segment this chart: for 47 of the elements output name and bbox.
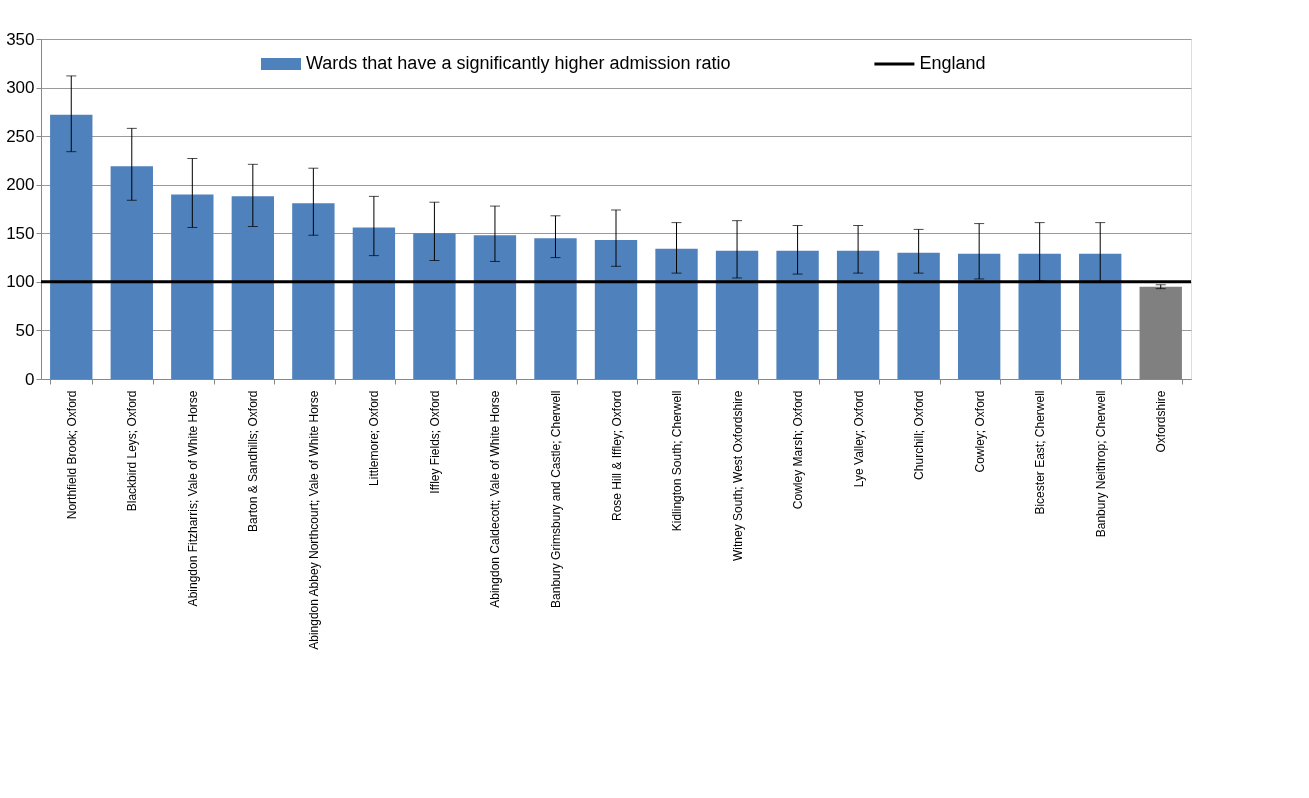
y-tick-label: 300 — [6, 78, 35, 98]
x-tick-label: Kidlington South; Cherwell — [670, 390, 685, 532]
bar — [171, 194, 214, 379]
x-tick-label: Northfield Brook; Oxford — [64, 390, 79, 520]
bar — [594, 240, 638, 379]
legend-label: Wards that have a significantly higher admission ratio — [306, 53, 731, 73]
x-tick-label: Banbury Neithrop; Cherwell — [1093, 390, 1108, 538]
x-tick-label: Abingdon Caldecott; Vale of White Horse — [488, 390, 503, 608]
bar — [1079, 253, 1122, 379]
x-tick-label: Lye Valley; Oxford — [851, 390, 866, 488]
legend-label: England — [919, 53, 986, 73]
bar — [1018, 253, 1061, 379]
bar — [352, 227, 396, 379]
x-tick-label: Oxfordshire — [1154, 390, 1169, 453]
bar — [292, 203, 335, 379]
y-tick-label: 0 — [25, 369, 35, 389]
x-tick-label: Cowley Marsh; Oxford — [791, 390, 806, 510]
bar — [110, 166, 153, 379]
bar — [836, 250, 880, 379]
x-tick-label: Cowley; Oxford — [972, 390, 987, 473]
x-tick-label: Abingdon Abbey Northcourt; Vale of White Horse — [306, 390, 321, 650]
x-tick-label: Iffley Fields; Oxford — [427, 390, 442, 494]
x-tick-label: Rose Hill & Iffley; Oxford — [609, 390, 624, 521]
x-tick-label: Littlemore; Oxford — [367, 390, 382, 486]
y-tick-label: 250 — [6, 126, 35, 146]
bar — [231, 196, 275, 379]
bar — [413, 233, 456, 379]
y-tick-label: 150 — [6, 223, 35, 243]
y-tick-label: 350 — [6, 29, 35, 49]
x-tick-label: Banbury Grimsbury and Castle; Cherwell — [548, 390, 563, 608]
bar — [534, 238, 577, 379]
bar — [473, 235, 517, 379]
bar — [897, 252, 940, 379]
x-tick-label: Blackbird Leys; Oxford — [125, 390, 140, 512]
x-tick-label: Churchill; Oxford — [912, 390, 927, 480]
bar — [776, 250, 819, 379]
y-tick-label: 50 — [15, 320, 35, 340]
bar — [655, 248, 698, 379]
bar — [957, 253, 1001, 379]
y-tick-label: 200 — [6, 175, 35, 195]
x-tick-label: Witney South; West Oxfordshire — [730, 390, 745, 562]
x-tick-label: Abingdon Fitzharris; Vale of White Horse — [185, 390, 200, 607]
bar — [715, 250, 759, 379]
x-tick-label: Barton & Sandhills; Oxford — [246, 390, 261, 532]
bar — [50, 114, 93, 379]
x-tick-label: Bicester East; Cherwell — [1033, 390, 1048, 515]
y-tick-label: 100 — [6, 272, 35, 292]
